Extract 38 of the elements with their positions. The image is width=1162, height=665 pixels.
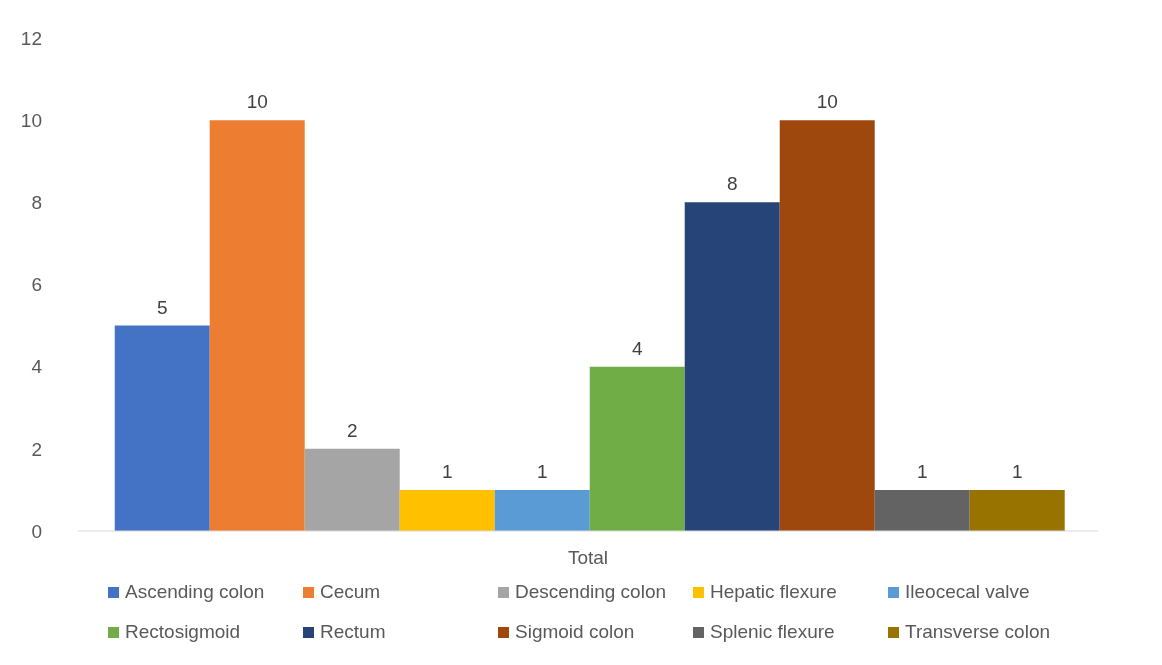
data-label: 8 (726, 173, 738, 195)
legend-label: Rectum (320, 621, 386, 643)
bar (684, 202, 780, 531)
data-label: 10 (816, 91, 838, 113)
y-tick-label: 8 (31, 192, 42, 214)
legend-label: Hepatic flexure (710, 581, 837, 603)
legend-label: Cecum (320, 581, 381, 603)
data-label: 10 (246, 91, 268, 113)
data-label: 4 (631, 337, 643, 359)
data-label: 1 (441, 460, 453, 482)
bar (779, 120, 875, 531)
data-label: 1 (536, 460, 548, 482)
y-tick-label: 2 (31, 438, 42, 460)
legend-label: Ascending colon (125, 581, 265, 603)
bar (209, 120, 305, 531)
legend-label: Splenic flexure (710, 621, 835, 643)
bar (304, 448, 400, 531)
data-label: 1 (1011, 460, 1023, 482)
y-tick-label: 10 (20, 109, 42, 131)
data-label: 1 (916, 460, 928, 482)
y-tick-label: 4 (31, 356, 43, 378)
y-tick-label: 12 (20, 27, 42, 49)
y-tick-label: 0 (31, 520, 42, 542)
legend-label: Rectosigmoid (125, 621, 241, 643)
bar (589, 366, 685, 531)
legend-label: Transverse colon (905, 621, 1051, 643)
bar (114, 325, 210, 531)
bar (399, 489, 495, 531)
bar (494, 489, 590, 531)
x-tick-label: Total (567, 547, 609, 569)
legend-label: Descending colon (515, 581, 667, 603)
legend-label: Sigmoid colon (515, 621, 635, 643)
data-label: 5 (156, 296, 168, 318)
y-tick-label: 6 (31, 274, 42, 296)
legend-label: Ileocecal valve (905, 581, 1030, 603)
bar (969, 489, 1065, 531)
data-label: 2 (346, 419, 358, 441)
bar (874, 489, 970, 531)
